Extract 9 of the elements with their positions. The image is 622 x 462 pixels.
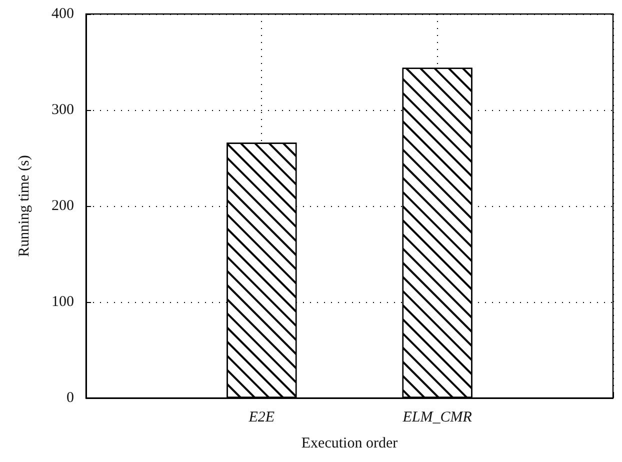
x-axis-title: Execution order [301, 436, 398, 452]
y-axis-title: Running time (s) [16, 155, 32, 257]
y-tick-label: 400 [52, 6, 74, 22]
y-tick-label: 200 [52, 198, 74, 214]
y-tick-label: 300 [52, 102, 74, 118]
y-tick-label: 100 [52, 294, 74, 310]
x-tick-label: E2E [248, 410, 275, 426]
y-tick-label: 0 [66, 390, 74, 406]
x-tick-label: ELM_CMR [402, 410, 472, 426]
